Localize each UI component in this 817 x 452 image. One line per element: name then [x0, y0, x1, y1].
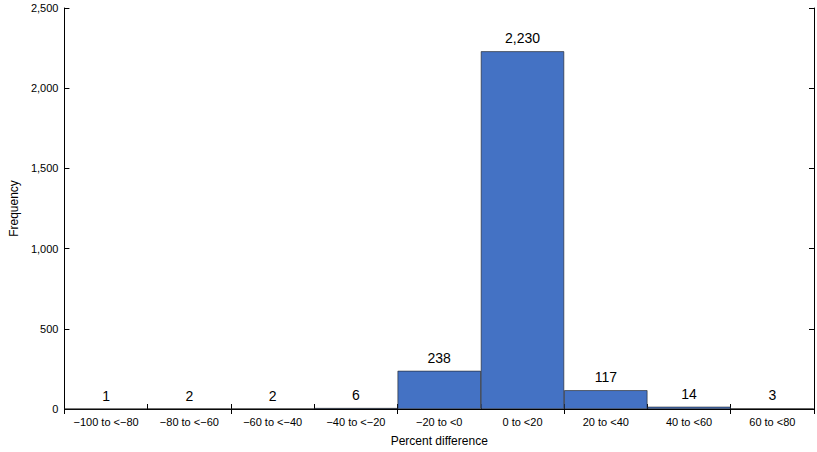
svg-text:1,000: 1,000: [31, 243, 59, 255]
svg-text:20 to <40: 20 to <40: [583, 416, 629, 428]
svg-text:500: 500: [40, 323, 58, 335]
svg-text:−40 to <−20: −40 to <−20: [326, 416, 385, 428]
svg-text:238: 238: [428, 350, 452, 366]
svg-text:−60 to <−40: −60 to <−40: [243, 416, 302, 428]
svg-text:Frequency: Frequency: [7, 180, 21, 237]
svg-text:Percent difference: Percent difference: [391, 434, 488, 448]
svg-text:14: 14: [681, 386, 697, 402]
svg-text:6: 6: [352, 387, 360, 403]
svg-text:−20 to <0: −20 to <0: [416, 416, 463, 428]
svg-text:2: 2: [185, 388, 193, 404]
svg-text:−80 to <−60: −80 to <−60: [160, 416, 219, 428]
svg-text:117: 117: [595, 369, 618, 385]
svg-text:−100 to <−80: −100 to <−80: [73, 416, 138, 428]
svg-text:2,500: 2,500: [31, 2, 59, 14]
svg-text:2: 2: [269, 388, 277, 404]
svg-text:40 to <60: 40 to <60: [666, 416, 712, 428]
svg-text:1: 1: [102, 388, 110, 404]
svg-text:0 to <20: 0 to <20: [502, 416, 542, 428]
svg-text:2,230: 2,230: [505, 30, 540, 46]
svg-text:60 to <80: 60 to <80: [749, 416, 795, 428]
svg-text:1,500: 1,500: [31, 162, 59, 174]
svg-text:0: 0: [52, 403, 58, 415]
svg-text:3: 3: [768, 387, 776, 403]
svg-text:2,000: 2,000: [31, 82, 59, 94]
